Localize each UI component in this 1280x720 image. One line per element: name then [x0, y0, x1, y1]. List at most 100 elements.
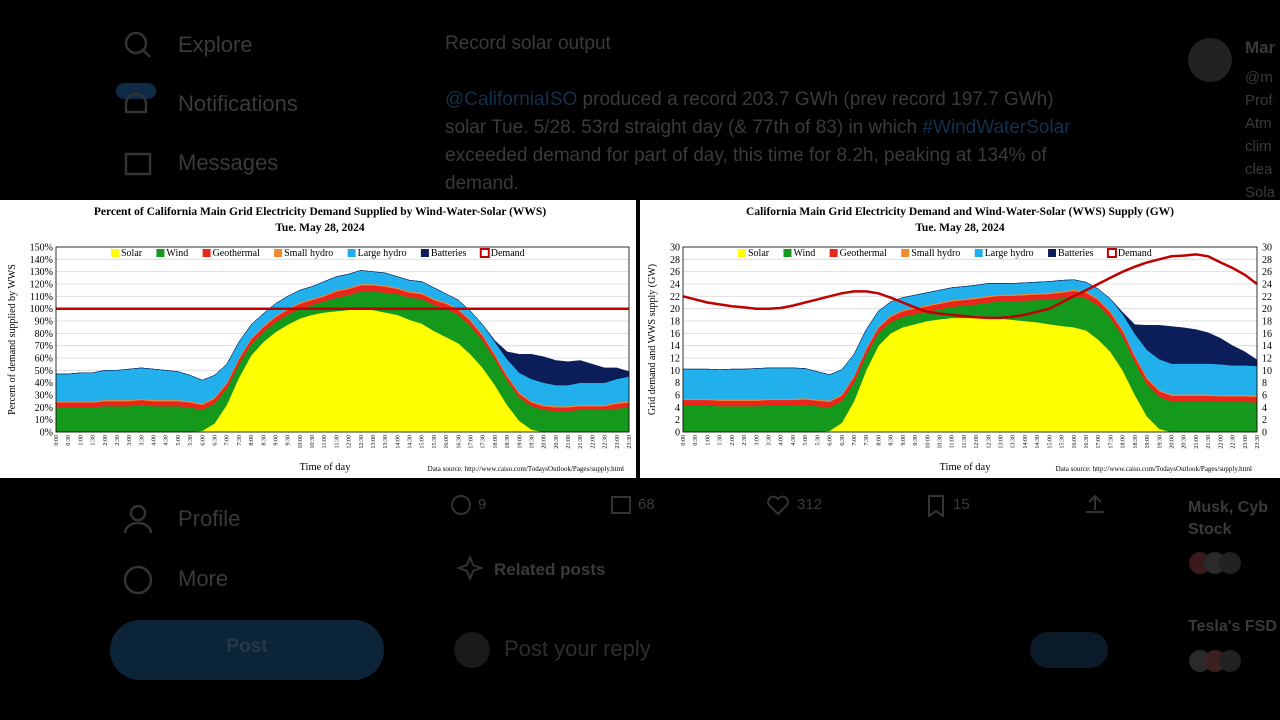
x-tick-label: 21:30 — [1206, 435, 1212, 449]
x-tick-label: 23:30 — [1255, 435, 1261, 449]
legend-swatch — [974, 249, 983, 257]
x-tick-label: 9:30 — [913, 435, 919, 446]
x-tick-label: 7:30 — [237, 435, 243, 446]
y-tick-label: 0 — [675, 428, 680, 439]
legend-swatch — [1048, 249, 1057, 257]
repost-icon[interactable] — [611, 496, 631, 514]
legend-swatch — [783, 249, 792, 257]
x-tick-label: 18:30 — [1133, 435, 1139, 449]
y-tick-label: 14 — [1262, 341, 1272, 352]
x-tick-label: 2:30 — [115, 435, 121, 446]
post-button[interactable] — [110, 620, 384, 680]
source-note: Data source: http://www.caiso.com/Todays… — [428, 465, 624, 473]
x-tick-label: 15:00 — [1047, 435, 1053, 449]
bookmark-icon[interactable] — [928, 495, 944, 518]
profile-bio: @m Prof Atm clim clea Sola — [1245, 66, 1275, 204]
nav-item[interactable]: Notifications — [178, 91, 298, 116]
reply-count: 9 — [478, 496, 487, 513]
x-tick-label: 7:00 — [852, 435, 858, 446]
x-tick-label: 8:30 — [889, 435, 895, 446]
y-tick-label: 12 — [1262, 354, 1272, 365]
x-tick-label: 15:30 — [1060, 435, 1066, 449]
nav-item[interactable]: Messages — [178, 150, 279, 175]
bio-line: Prof — [1245, 92, 1273, 109]
y-axis-label: Grid demand and WWS supply (GW) — [647, 264, 658, 415]
x-tick-label: 23:00 — [615, 435, 621, 449]
x-tick-label: 19:30 — [1157, 435, 1163, 449]
x-tick-label: 21:00 — [1194, 435, 1200, 449]
trend[interactable]: Musk, Cyb Stock — [1188, 497, 1268, 541]
reply-input[interactable]: Post your reply — [504, 636, 651, 661]
x-tick-label: 19:00 — [517, 435, 523, 449]
y-tick-label: 16 — [1262, 329, 1272, 340]
x-tick-label: 9:00 — [273, 435, 279, 446]
x-tick-label: 20:00 — [1170, 435, 1176, 449]
x-tick-label: 6:30 — [840, 435, 846, 446]
mention[interactable]: @CaliforniaISO — [445, 89, 578, 110]
explore-icon — [142, 49, 151, 58]
post-button-label[interactable]: Post — [226, 636, 268, 657]
y-tick-label: 4 — [1262, 403, 1267, 414]
notification-badge — [116, 83, 156, 99]
like-icon[interactable] — [767, 495, 789, 516]
x-tick-label: 1:00 — [705, 435, 711, 446]
x-tick-label: 0:30 — [66, 435, 72, 446]
y-tick-label: 28 — [670, 255, 680, 266]
related-icon — [456, 554, 484, 582]
x-tick-label: 13:00 — [999, 435, 1005, 449]
y-tick-label: 130% — [30, 267, 53, 278]
trend-line: Musk, Cyb — [1188, 499, 1269, 516]
x-tick-label: 17:00 — [469, 435, 475, 449]
share-icon[interactable] — [1086, 494, 1104, 513]
legend-label: Geothermal — [213, 248, 260, 259]
y-tick-label: 20 — [670, 304, 680, 315]
reply-icon[interactable] — [451, 495, 471, 515]
x-tick-label: 14:30 — [1035, 435, 1041, 449]
x-tick-label: 22:00 — [590, 435, 596, 449]
y-tick-label: 60% — [35, 354, 53, 365]
y-tick-label: 4 — [675, 403, 680, 414]
x-axis-label: Time of day — [940, 462, 992, 473]
trend[interactable]: Tesla's FSD — [1188, 618, 1277, 635]
explore-icon — [124, 31, 148, 55]
x-tick-label: 0:00 — [681, 435, 687, 446]
x-tick-label: 4:30 — [791, 435, 797, 446]
reply-button[interactable] — [1030, 632, 1108, 668]
y-tick-label: 18 — [1262, 317, 1272, 328]
y-tick-label: 18 — [670, 317, 680, 328]
x-tick-label: 14:00 — [1023, 435, 1029, 449]
nav-item[interactable]: Explore — [178, 32, 253, 57]
x-tick-label: 18:00 — [493, 435, 499, 449]
source-note: Data source: http://www.caiso.com/Todays… — [1056, 465, 1252, 473]
y-axis-label: Percent of demand supplied by WWS — [7, 264, 18, 415]
y-tick-label: 70% — [35, 341, 53, 352]
nav-item[interactable]: More — [178, 566, 229, 591]
x-tick-label: 5:30 — [188, 435, 194, 446]
y-tick-label: 2 — [1262, 415, 1267, 426]
x-tick-label: 15:00 — [420, 435, 426, 449]
legend-label: Wind — [793, 248, 815, 259]
y-tick-label: 110% — [30, 292, 53, 303]
y-tick-label: 6 — [675, 391, 680, 402]
x-tick-label: 12:00 — [347, 435, 353, 449]
x-tick-label: 5:00 — [803, 435, 809, 446]
x-tick-label: 13:30 — [1011, 435, 1017, 449]
y-tick-label: 20% — [35, 403, 53, 414]
x-tick-label: 17:30 — [1108, 435, 1114, 449]
profile-icon — [129, 504, 147, 522]
x-tick-label: 1:30 — [91, 435, 97, 446]
y-tick-label: 22 — [1262, 292, 1272, 303]
legend-swatch — [111, 249, 119, 257]
x-tick-label: 12:00 — [974, 435, 980, 449]
hashtag[interactable]: #WindWaterSolar — [922, 117, 1071, 138]
x-tick-label: 5:00 — [176, 435, 182, 446]
messages-icon — [124, 152, 152, 176]
chart-title: Percent of California Main Grid Electric… — [94, 206, 546, 218]
plot-frame — [682, 246, 1258, 433]
x-tick-label: 19:00 — [1145, 435, 1151, 449]
nav-item[interactable]: Profile — [178, 506, 241, 531]
trend-avatar — [1219, 552, 1241, 574]
chart-subtitle: Tue. May 28, 2024 — [275, 222, 365, 234]
legend-swatch — [420, 249, 429, 257]
